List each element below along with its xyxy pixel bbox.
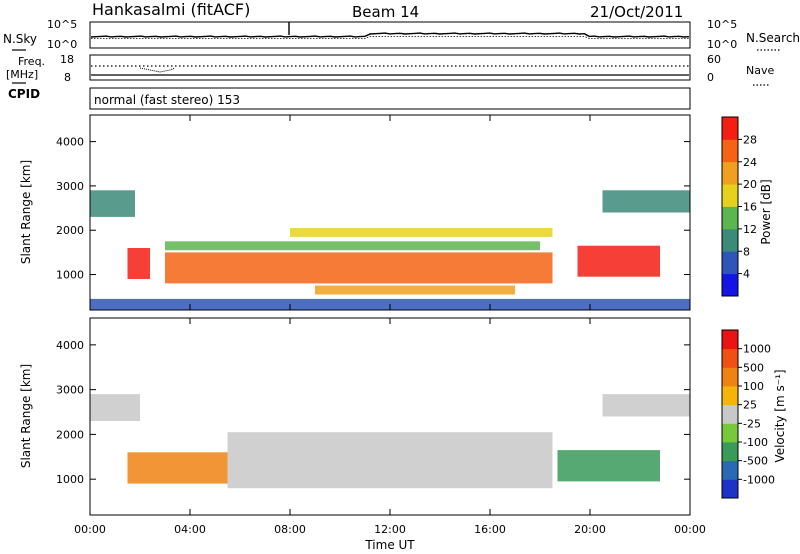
date-title: 21/Oct/2011 (590, 3, 683, 21)
heatmap-band-4 (290, 228, 553, 237)
colorbar-segment-7 (722, 117, 738, 140)
velocity-y-axis: 1000 2000 3000 4000 (56, 339, 690, 486)
heatmap-band-2 (315, 285, 515, 295)
freq-label-2: [MHz] (6, 68, 38, 81)
freq-panel-frame (89, 54, 691, 81)
colorbar-segment-0 (722, 273, 738, 297)
colorbar-segment-5 (722, 161, 738, 185)
colorbar-segment-4 (722, 404, 738, 424)
noise-panel-frame (89, 21, 691, 49)
noise-search-label: N.Search (746, 31, 800, 45)
colorbar-tick-label-7: -1000 (743, 473, 775, 486)
colorbar-segment-6 (722, 139, 738, 163)
nave-dip (139, 67, 176, 73)
time-x-axis: 00:00 04:00 08:00 12:00 16:00 20:00 00:00 (74, 115, 706, 536)
y-tick-label-0: 1000 (56, 473, 84, 486)
heatmap-band-3 (165, 241, 540, 251)
cpid-text: normal (fast stereo) 153 (94, 93, 240, 107)
freq-label-1: Freq. (18, 55, 45, 68)
colorbar-tick-label-0: 1000 (743, 343, 771, 356)
colorbar-segment-5 (722, 386, 738, 406)
x-tick-label-1: 04:00 (174, 523, 206, 536)
colorbar-segment-4 (722, 184, 738, 207)
colorbar-tick-label-5: 24 (743, 156, 757, 169)
y-tick-label-3: 4000 (56, 136, 84, 149)
nave-label: Nave (746, 64, 774, 77)
colorbar-tick-label-2: 12 (743, 223, 757, 236)
heatmap-band-3 (90, 394, 140, 421)
colorbar-segment-2 (722, 442, 738, 462)
freq-right-tick-top: 60 (707, 53, 721, 66)
colorbar-tick-label-0: 4 (743, 268, 750, 281)
colorbar-segment-7 (722, 348, 738, 368)
colorbar-tick-label-4: -25 (743, 417, 761, 430)
heatmap-band-6 (90, 190, 135, 217)
heatmap-band-0 (127, 452, 228, 484)
colorbar-tick-label-6: -500 (743, 455, 768, 468)
colorbar-segment-3 (722, 206, 738, 230)
noise-right-tick-bottom: 10^0 (707, 38, 737, 51)
colorbar-tick-label-6: 28 (743, 133, 757, 146)
colorbar-frame (721, 329, 739, 499)
y-tick-label-1: 2000 (56, 224, 84, 237)
noise-left-tick-top: 10^5 (47, 18, 77, 31)
time-x-label: Time UT (364, 538, 415, 552)
y-tick-label-2: 3000 (56, 384, 84, 397)
freq-left-tick-top: 18 (60, 53, 74, 66)
colorbar-tick-label-5: -100 (743, 436, 768, 449)
power-y-label: Slant Range [km] (19, 160, 33, 264)
freq-right-tick-bottom: 0 (707, 71, 714, 84)
velocity-colorbar: 1000 500 100 25 -25 -100 -500 -1000 (721, 329, 775, 499)
heatmap-band-1 (165, 252, 553, 284)
velocity-heatmap (90, 394, 690, 489)
power-heatmap (90, 190, 690, 310)
x-tick-label-5: 20:00 (574, 523, 606, 536)
heatmap-band-5 (577, 245, 660, 277)
y-tick-label-0: 1000 (56, 269, 84, 282)
colorbar-segment-1 (722, 251, 738, 275)
x-tick-label-0: 00:00 (74, 523, 106, 536)
power-y-axis: 1000 2000 3000 4000 (56, 136, 690, 282)
velocity-colorbar-label: Velocity [m s⁻¹] (773, 369, 787, 462)
colorbar-segment-1 (722, 460, 738, 480)
noise-right-tick-top: 10^5 (707, 18, 737, 31)
colorbar-segment-2 (722, 228, 738, 252)
noise-sky-label: N.Sky (3, 32, 37, 46)
y-tick-label-1: 2000 (56, 428, 84, 441)
power-colorbar-label: Power [dB] (759, 179, 773, 244)
heatmap-band-2 (557, 450, 660, 482)
colorbar-tick-label-2: 100 (743, 380, 764, 393)
cpid-label: CPID (8, 87, 40, 101)
colorbar-segment-6 (722, 367, 738, 387)
noise-search-trace (91, 36, 689, 39)
heatmap-band-0 (127, 248, 150, 279)
colorbar-tick-label-1: 500 (743, 361, 764, 374)
y-tick-label-2: 3000 (56, 180, 84, 193)
station-title: Hankasalmi (fitACF) (92, 0, 250, 19)
velocity-y-label: Slant Range [km] (19, 364, 33, 468)
colorbar-tick-label-3: 16 (743, 201, 757, 214)
x-tick-label-6: 00:00 (674, 523, 706, 536)
heatmap-band-1 (227, 432, 553, 489)
noise-sky-trace (90, 32, 690, 38)
colorbar-tick-label-1: 8 (743, 245, 750, 258)
colorbar-tick-label-4: 20 (743, 178, 757, 191)
x-tick-label-2: 08:00 (274, 523, 306, 536)
colorbar-tick-label-3: 25 (743, 399, 757, 412)
freq-left-tick-bottom: 8 (64, 71, 71, 84)
cpid-panel-frame (89, 87, 691, 110)
colorbar-segment-0 (722, 479, 738, 499)
noise-left-tick-bottom: 10^0 (47, 38, 77, 51)
power-colorbar: 4 8 12 16 20 24 28 (721, 116, 757, 297)
x-tick-label-4: 16:00 (474, 523, 506, 536)
beam-title: Beam 14 (352, 3, 419, 21)
heatmap-band-4 (602, 394, 690, 417)
x-tick-label-3: 12:00 (374, 523, 406, 536)
heatmap-band-7 (602, 190, 690, 213)
y-tick-label-3: 4000 (56, 339, 84, 352)
colorbar-segment-3 (722, 423, 738, 443)
colorbar-segment-8 (722, 330, 738, 350)
